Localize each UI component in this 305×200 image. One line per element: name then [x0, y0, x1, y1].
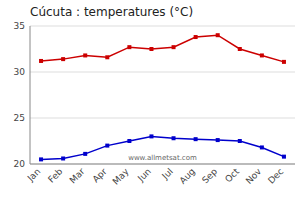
chart-container: Cúcuta : temperatures (°C) 20 25 30 35 JanFeb… [0, 0, 305, 200]
y-axis: 20 25 30 35 [14, 21, 295, 169]
grid-line [30, 26, 295, 27]
chart-title: Cúcuta : temperatures (°C) [30, 5, 193, 19]
x-tick-label: Aug [178, 166, 198, 186]
x-axis-line [30, 164, 295, 165]
point-marker [194, 137, 198, 141]
grid-line [30, 164, 295, 165]
point-marker [39, 157, 43, 161]
point-marker [172, 136, 176, 140]
point-marker [282, 155, 286, 159]
point-marker [282, 60, 286, 64]
x-tick-label: Feb [46, 166, 65, 185]
point-marker [149, 47, 153, 51]
point-marker [127, 139, 131, 143]
y-tick-label: 35 [14, 21, 25, 31]
series-line [41, 35, 284, 62]
point-marker [260, 145, 264, 149]
x-tick-label: Jan [25, 166, 43, 184]
x-tick-label: Jul [159, 166, 174, 181]
point-marker [149, 134, 153, 138]
x-tick-label: Oct [223, 166, 241, 184]
x-tick-label: Sep [200, 166, 219, 185]
point-marker [105, 55, 109, 59]
x-tick-label: Apr [91, 166, 109, 184]
point-marker [39, 59, 43, 63]
x-tick-label: Nov [244, 166, 264, 186]
x-tick-label: May [111, 166, 132, 187]
y-tick-label: 30 [14, 67, 26, 77]
y-tick-label: 25 [14, 113, 25, 123]
x-tick-label: Dec [266, 166, 285, 185]
point-marker [194, 35, 198, 39]
point-marker [105, 144, 109, 148]
point-marker [260, 53, 264, 57]
point-marker [127, 45, 131, 49]
x-axis: JanFebMarAprMayJun Jul AugSepOctNovDec [25, 166, 286, 187]
x-tick-label: Mar [68, 166, 87, 185]
watermark: www.allmetsat.com [128, 154, 197, 162]
x-tick-label: Jun [135, 166, 153, 184]
y-axis-line [30, 26, 31, 164]
point-marker [83, 152, 87, 156]
point-marker [216, 33, 220, 37]
chart-svg: Cúcuta : temperatures (°C) 20 25 30 35 JanFeb… [0, 0, 305, 200]
y-tick-label: 20 [14, 159, 26, 169]
point-marker [83, 53, 87, 57]
point-marker [238, 47, 242, 51]
data-group [39, 33, 286, 161]
point-marker [238, 139, 242, 143]
point-marker [172, 45, 176, 49]
grid-line [30, 72, 295, 73]
grid-line [30, 118, 295, 119]
point-marker [61, 156, 65, 160]
point-marker [61, 57, 65, 61]
point-marker [216, 138, 220, 142]
